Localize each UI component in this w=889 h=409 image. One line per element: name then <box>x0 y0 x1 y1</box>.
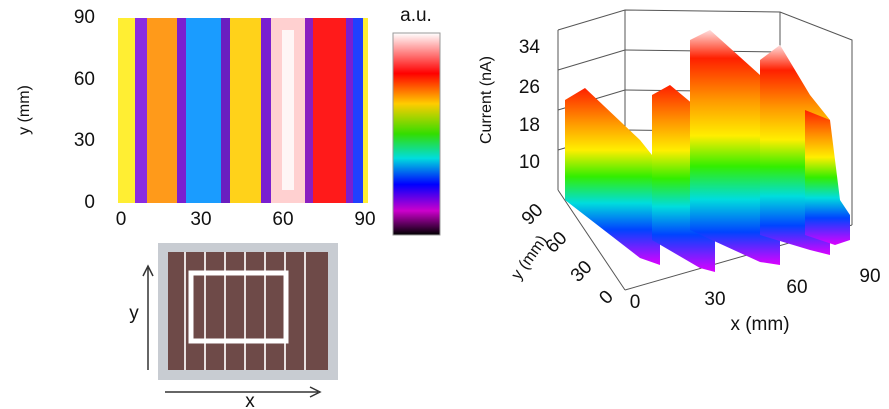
y-tick-label: 90 <box>518 200 548 230</box>
x-tick-label: 30 <box>190 209 211 230</box>
x-tick-label: 0 <box>630 292 641 313</box>
z-tick-label: 10 <box>519 152 540 173</box>
heatmap <box>118 18 368 203</box>
x-tick-label: 30 <box>704 289 725 310</box>
z-tick-label: 26 <box>519 77 540 98</box>
x-tick-label: 60 <box>272 209 293 230</box>
y-tick-label: 30 <box>74 130 95 151</box>
y-tick-label: 30 <box>567 257 597 287</box>
photo <box>142 243 338 398</box>
x-tick-label: 60 <box>786 277 807 298</box>
colorbar-label: a.u. <box>400 5 432 26</box>
y-tick-label: 60 <box>74 69 95 90</box>
z-axis-label: Current (nA) <box>478 56 495 144</box>
photo-y-label: y <box>129 303 139 324</box>
z-tick-label: 34 <box>519 37 541 58</box>
y-tick-label: 90 <box>74 7 95 28</box>
y-tick-label: 0 <box>595 286 617 308</box>
x-tick-label: 0 <box>116 209 127 230</box>
x-tick-label: 90 <box>859 266 880 287</box>
z-tick-label: 18 <box>519 115 540 136</box>
y-axis-label: y (mm) <box>509 233 551 284</box>
y-axis-label: y (mm) <box>16 85 33 135</box>
x-tick-label: 90 <box>354 209 375 230</box>
surface <box>565 30 850 272</box>
x-axis-label: x (mm) <box>730 314 789 335</box>
photo-x-label: x <box>245 391 255 409</box>
y-tick-label: 0 <box>84 192 95 213</box>
colorbar <box>392 32 441 236</box>
